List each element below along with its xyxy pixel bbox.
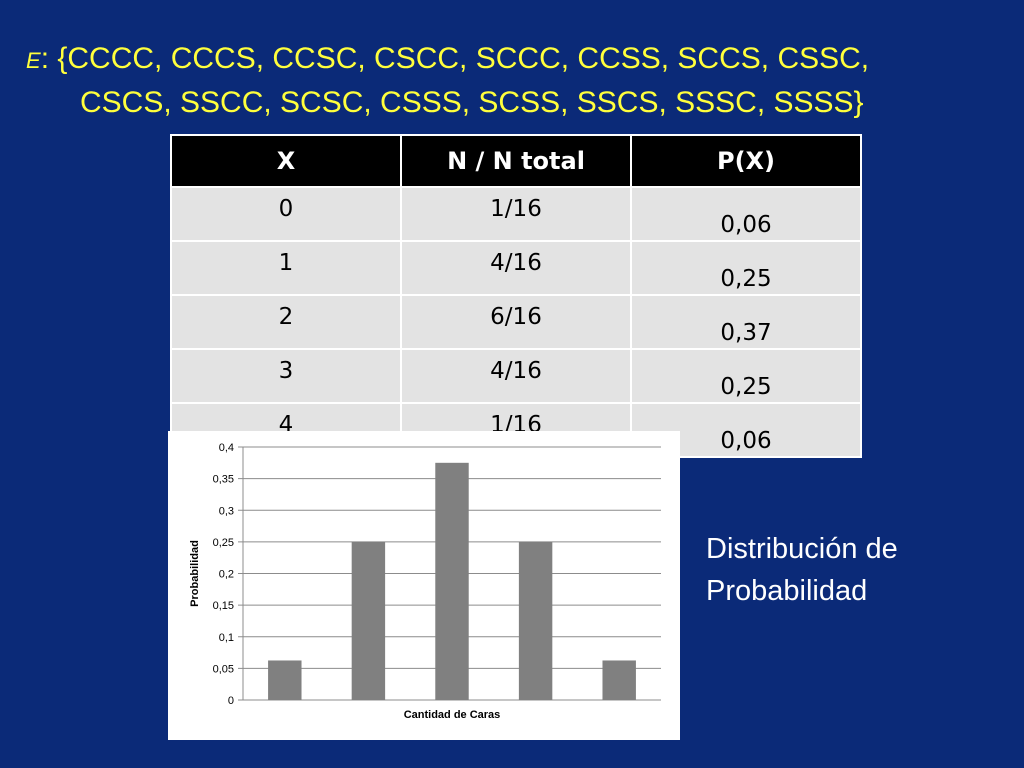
table-row: 0 1/16 0,06 <box>170 186 862 242</box>
y-tick-label: 0,25 <box>213 537 234 549</box>
y-tick-label: 0,3 <box>219 505 234 517</box>
cell-p: 0,37 <box>630 294 862 350</box>
cell-p: 0,06 <box>630 186 862 242</box>
sample-space-line-1: : {CCCC, CCCS, CCSC, CSCC, SCCC, CCSS, S… <box>40 42 870 75</box>
header-n-ratio: N / N total <box>400 134 632 188</box>
y-tick-label: 0,1 <box>219 632 234 644</box>
y-tick-label: 0,4 <box>219 442 234 454</box>
cell-n-ratio: 4/16 <box>400 240 632 296</box>
y-tick-label: 0,2 <box>219 569 234 581</box>
bar <box>351 541 386 700</box>
caption-line-2: Probabilidad <box>706 575 868 607</box>
sample-space-label: E <box>26 48 41 73</box>
sample-space-text: E: {CCCC, CCCS, CCSC, CSCC, SCCC, CCSS, … <box>26 38 1006 124</box>
cell-n-ratio: 4/16 <box>400 348 632 404</box>
y-tick-label: 0,05 <box>213 663 234 675</box>
y-tick-label: 0,15 <box>213 600 234 612</box>
cell-x: 0 <box>170 186 402 242</box>
probability-bar-chart: 0 0,05 0,1 0,15 0,2 0,25 0,3 0,35 0,4 Probabilida… <box>189 442 661 721</box>
table-header-row: X N / N total P(X) <box>170 134 862 188</box>
chart-caption: Distribución de Probabilidad <box>706 528 898 612</box>
cell-x: 2 <box>170 294 402 350</box>
cell-p: 0,25 <box>630 348 862 404</box>
chart-container: 0 0,05 0,1 0,15 0,2 0,25 0,3 0,35 0,4 Probabilida… <box>168 431 680 740</box>
header-x: X <box>170 134 402 188</box>
cell-p: 0,25 <box>630 240 862 296</box>
table-row: 1 4/16 0,25 <box>170 240 862 296</box>
y-tick-label: 0,35 <box>213 474 234 486</box>
x-axis-title: Cantidad de Caras <box>404 709 501 721</box>
bar <box>602 660 636 700</box>
cell-n-ratio: 6/16 <box>400 294 632 350</box>
cell-x: 1 <box>170 240 402 296</box>
bar <box>268 660 302 700</box>
probability-table: X N / N total P(X) 0 1/16 0,06 1 4/16 0,… <box>170 134 862 458</box>
header-p: P(X) <box>630 134 862 188</box>
bar <box>518 541 553 700</box>
cell-n-ratio: 1/16 <box>400 186 632 242</box>
sample-space-line-2: CSCS, SSCC, SCSC, CSSS, SCSS, SSCS, SSSC… <box>80 86 864 119</box>
cell-x: 3 <box>170 348 402 404</box>
caption-line-1: Distribución de <box>706 533 898 565</box>
y-axis-title: Probabilidad <box>189 540 201 607</box>
table-row: 3 4/16 0,25 <box>170 348 862 404</box>
y-tick-label: 0 <box>228 695 234 707</box>
bar <box>435 462 469 700</box>
table-row: 2 6/16 0,37 <box>170 294 862 350</box>
